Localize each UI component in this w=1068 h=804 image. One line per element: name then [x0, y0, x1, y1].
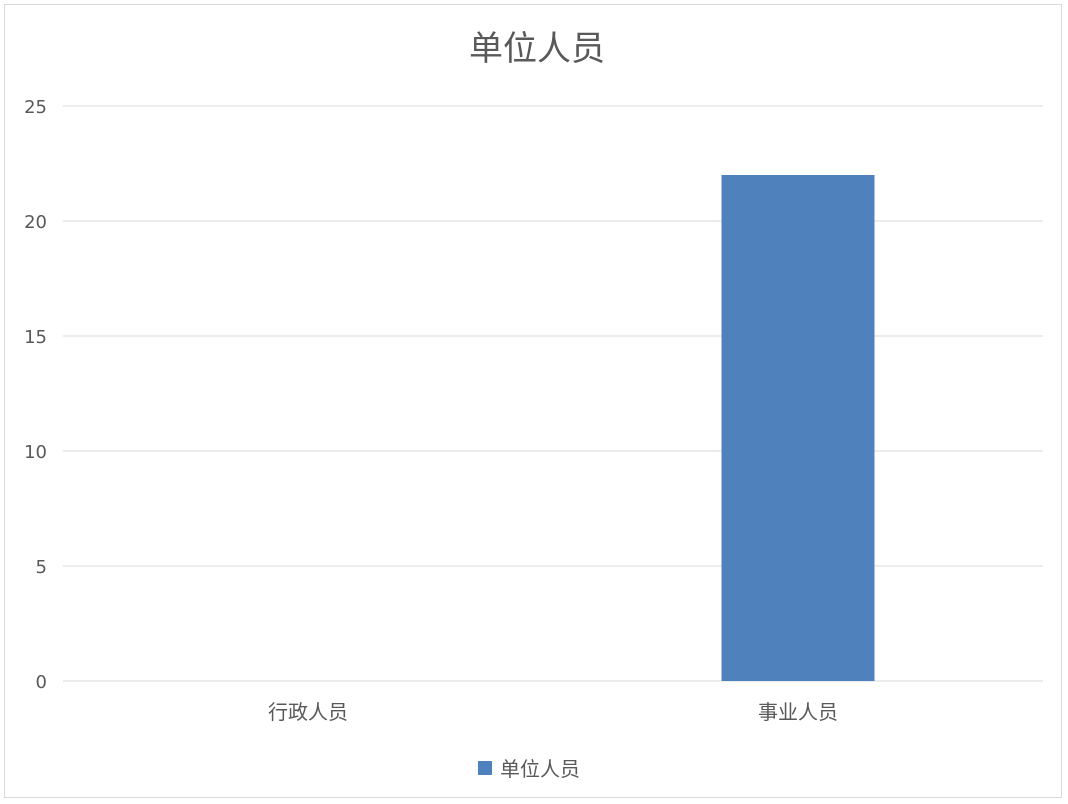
- gridlines: [63, 105, 1043, 682]
- chart-title: 单位人员: [469, 29, 605, 69]
- y-tick-label: 25: [24, 97, 47, 118]
- legend-label: 单位人员: [500, 757, 580, 781]
- chart-frame: [4, 4, 1062, 798]
- legend: 单位人员: [478, 757, 580, 781]
- y-tick-label: 0: [36, 672, 47, 693]
- y-tick-label: 20: [24, 212, 47, 233]
- y-tick-label: 5: [36, 557, 47, 578]
- y-tick-label: 10: [24, 442, 47, 463]
- legend-swatch: [478, 761, 492, 775]
- x-category-label: 事业人员: [758, 700, 838, 724]
- x-axis-categories: 行政人员 事业人员: [268, 700, 838, 724]
- bars: [721, 175, 875, 681]
- y-tick-label: 15: [24, 327, 47, 348]
- bar: [721, 175, 875, 681]
- x-category-label: 行政人员: [268, 700, 348, 724]
- y-axis-ticks: 0 5 10 15 20 25: [24, 97, 47, 693]
